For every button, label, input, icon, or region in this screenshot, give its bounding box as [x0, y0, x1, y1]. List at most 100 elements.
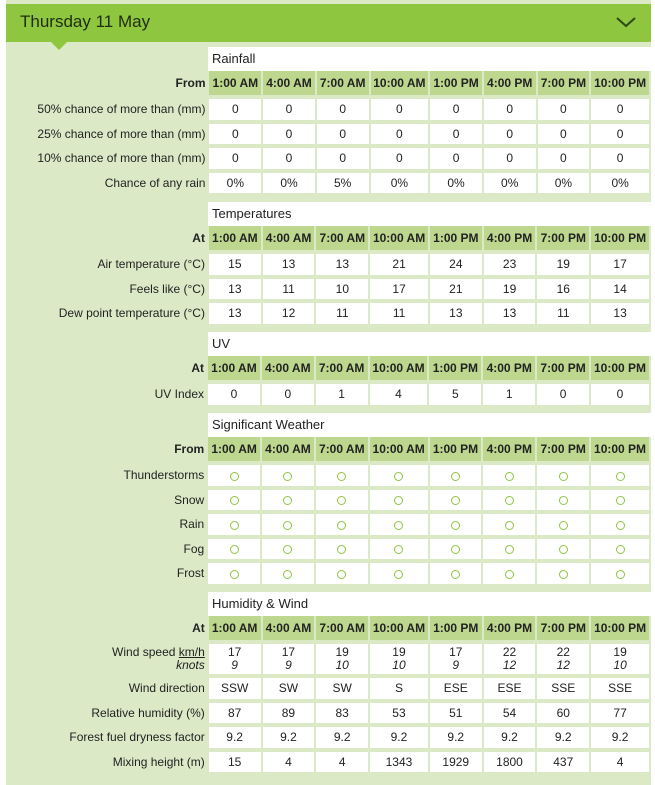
value-cell: 0%	[209, 172, 262, 193]
time-header-cell: 4:00 AM	[261, 356, 314, 380]
value-cell: 13	[208, 303, 261, 324]
value-cell: 0	[209, 99, 262, 120]
value-cell: 13	[316, 254, 369, 275]
time-header-cell: 10:00 AM	[370, 71, 429, 95]
circle-outline-icon	[451, 520, 460, 530]
value-cell: 9.2	[316, 727, 369, 748]
row-label: 50% chance of more than (mm)	[37, 102, 206, 117]
circle-outline-icon	[394, 569, 404, 579]
value-cell: 11	[262, 278, 315, 299]
indicator-cell	[537, 563, 590, 584]
value-cell: 13	[262, 254, 315, 275]
wind-speed-cell: 17 9	[208, 644, 261, 674]
indicator-cell	[429, 563, 482, 584]
wind-speed-knots: 9	[452, 658, 460, 672]
row-label: 25% chance of more than (mm)	[37, 126, 206, 141]
indicator-cell	[315, 489, 368, 510]
time-header-cell: 4:00 PM	[483, 356, 536, 380]
time-header-cell: 4:00 AM	[262, 437, 314, 461]
value-cell: 0	[483, 99, 536, 120]
wind-speed-unit-link[interactable]: km/h	[178, 645, 205, 659]
circle-outline-icon	[558, 471, 568, 481]
value-cell: 0%	[483, 172, 536, 193]
header-label: At	[192, 621, 205, 635]
value-cell: 83	[316, 702, 369, 723]
day-header[interactable]: Thursday 11 May	[6, 4, 651, 50]
wind-speed-knots: 10	[392, 658, 406, 672]
time-header-cell: 7:00 PM	[537, 616, 590, 640]
chevron-down-icon[interactable]	[615, 13, 637, 31]
circle-outline-icon	[337, 520, 347, 530]
time-header-cell: 4:00 AM	[262, 226, 315, 250]
data-row: Mixing height (m) 15 4 4 1343 1929 1800 437 4	[8, 751, 649, 772]
indicator-cell	[537, 514, 590, 535]
value-cell: 0	[483, 123, 536, 144]
value-cell: 9.2	[262, 727, 315, 748]
value-cell: 13	[483, 303, 536, 324]
wind-speed-knots-label: knots	[176, 658, 205, 672]
circle-outline-icon	[337, 569, 347, 579]
time-header-cell: 7:00 PM	[537, 71, 590, 95]
row-label: Rain	[179, 517, 205, 532]
time-header-cell: 4:00 PM	[483, 226, 536, 250]
value-cell: 14	[591, 278, 649, 299]
circle-outline-icon	[283, 569, 293, 579]
circle-outline-icon	[394, 496, 404, 506]
time-header-cell: 10:00 AM	[370, 226, 428, 250]
value-cell: 1	[483, 384, 536, 405]
value-cell: 0	[591, 99, 649, 120]
day-title: Thursday 11 May	[20, 12, 151, 31]
value-cell: 17	[591, 254, 649, 275]
time-header-cell: 1:00 AM	[208, 226, 261, 250]
circle-outline-icon	[283, 496, 293, 506]
indicator-cell	[315, 538, 368, 559]
indicator-cell	[591, 538, 649, 559]
time-header-cell: 10:00 AM	[370, 616, 428, 640]
indicator-cell	[483, 514, 536, 535]
circle-outline-icon	[504, 496, 514, 506]
weather-row: Fog	[8, 538, 649, 559]
weather-row: Snow	[8, 489, 649, 510]
circle-outline-icon	[394, 545, 404, 555]
wind-speed-cell: 17 9	[262, 644, 315, 674]
indicator-cell	[208, 538, 261, 559]
value-cell: SW	[262, 678, 315, 699]
wind-speed-kmh: 22	[502, 645, 517, 659]
time-header-cell: 1:00 PM	[429, 616, 482, 640]
value-cell: 0	[537, 384, 590, 405]
rainfall-table: From 1:00 AM 4:00 AM 7:00 AM 10:00 AM 1:00 PM…	[6, 71, 651, 193]
circle-outline-icon	[615, 496, 625, 506]
indicator-cell	[262, 465, 314, 486]
indicator-cell	[429, 538, 482, 559]
circle-outline-icon	[337, 471, 347, 481]
time-header-cell: 1:00 AM	[208, 356, 260, 380]
value-cell: 16	[537, 278, 590, 299]
value-cell: 0	[208, 384, 260, 405]
circle-outline-icon	[451, 496, 460, 506]
circle-outline-icon	[615, 545, 625, 555]
indicator-cell	[483, 465, 536, 486]
indicator-cell	[262, 538, 314, 559]
time-header-cell: 4:00 AM	[262, 616, 315, 640]
circle-outline-icon	[451, 569, 460, 579]
value-cell: 11	[537, 303, 590, 324]
value-cell: 0%	[263, 172, 315, 193]
value-cell: 5	[429, 384, 482, 405]
wind-speed-label: Wind speed km/h knots	[8, 644, 207, 674]
value-cell: 87	[208, 702, 261, 723]
value-cell: 15	[208, 254, 261, 275]
value-cell: 9.2	[591, 727, 649, 748]
value-cell: 11	[370, 303, 428, 324]
wind-speed-kmh: 17	[281, 645, 296, 659]
weather-title: Significant Weather	[208, 413, 651, 437]
value-cell: 0	[591, 384, 649, 405]
data-row: 10% chance of more than (mm) 0 0 0 0 0 0 0 0	[8, 148, 649, 169]
circle-outline-icon	[451, 471, 460, 481]
rainfall-title: Rainfall	[208, 47, 651, 71]
value-cell: SSW	[208, 678, 261, 699]
indicator-cell	[262, 563, 314, 584]
value-cell: 4	[262, 751, 315, 772]
value-cell: ESE	[429, 678, 482, 699]
value-cell: 10	[316, 278, 369, 299]
value-cell: 0	[370, 99, 429, 120]
